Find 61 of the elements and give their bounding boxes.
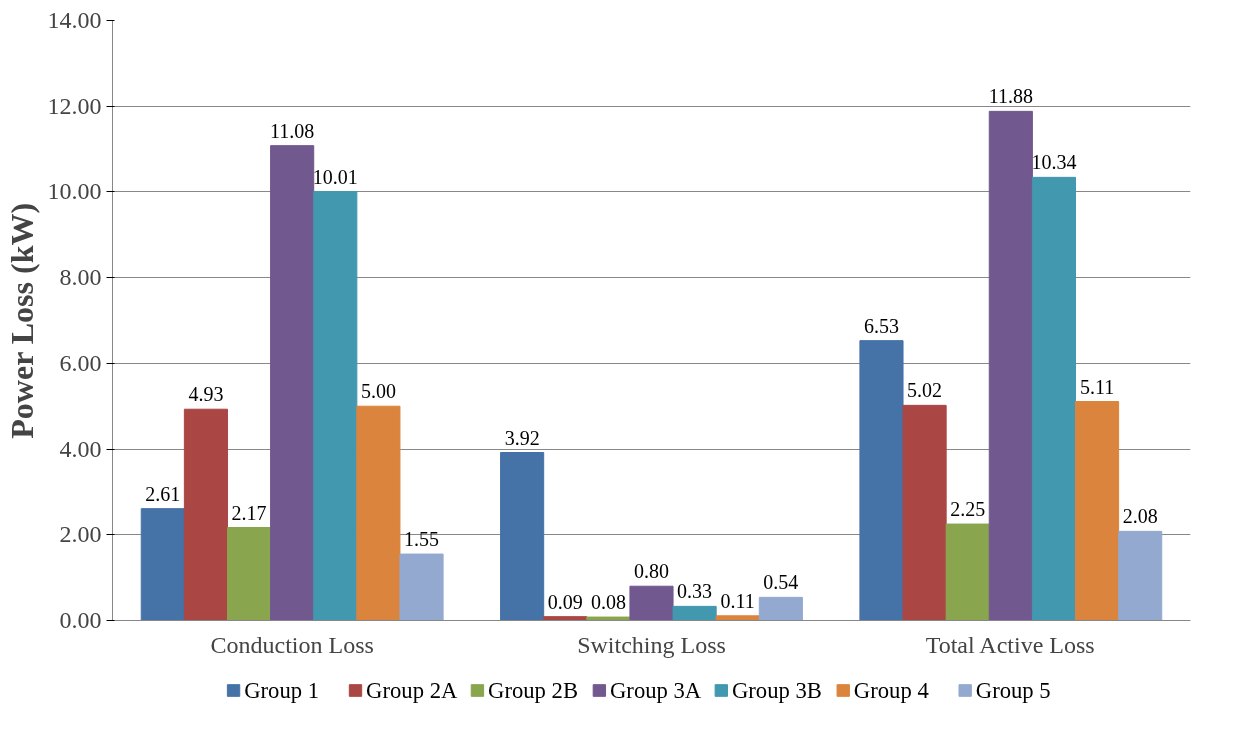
data-label: 3.92: [504, 426, 540, 449]
bar: [945, 523, 990, 621]
x-tick-label: Switching Loss: [577, 631, 726, 658]
y-tick-label: 2.00: [59, 521, 102, 548]
data-label: 2.08: [1122, 505, 1158, 528]
y-tick-label: 12.00: [47, 92, 102, 119]
bar: [500, 452, 545, 621]
bar: [313, 191, 358, 621]
bar: [1031, 176, 1077, 621]
data-label: 1.55: [404, 528, 440, 551]
x-tick-label: Conduction Loss: [210, 631, 374, 658]
bar: [629, 585, 674, 621]
bar: [183, 408, 228, 621]
legend-label: Group 2A: [366, 678, 458, 703]
x-tick-label: Total Active Loss: [925, 631, 1095, 658]
data-label: 10.34: [1031, 151, 1077, 174]
y-tick-label: 0.00: [59, 607, 102, 633]
y-tick-label: 4.00: [59, 435, 102, 462]
bar: [672, 605, 717, 621]
bar: [902, 404, 947, 621]
data-label: 2.61: [145, 482, 181, 505]
bar: [715, 615, 760, 621]
data-label: 5.02: [907, 379, 943, 402]
data-label: 0.08: [590, 591, 626, 614]
data-label: 0.54: [763, 571, 799, 594]
bar: [586, 616, 631, 621]
bar: [1075, 401, 1120, 621]
data-label: 0.80: [634, 560, 669, 583]
bar: [1118, 530, 1163, 621]
data-label: 10.01: [312, 165, 358, 188]
legend-label: Group 3B: [731, 678, 822, 703]
bar: [988, 110, 1033, 621]
bar: [758, 596, 803, 621]
bar: [543, 616, 588, 621]
legend-label: Group 4: [853, 678, 929, 703]
data-label: 5.11: [1079, 375, 1115, 398]
data-label: 5.00: [360, 380, 396, 403]
data-label: 11.88: [988, 85, 1033, 108]
data-label: 4.93: [188, 383, 224, 406]
legend-label: Group 1: [244, 678, 320, 703]
bar: [859, 340, 904, 621]
legend-label: Group 5: [975, 678, 1051, 703]
data-label: 0.33: [677, 580, 713, 603]
y-axis-title: Power Loss (kW): [3, 202, 40, 439]
y-tick-label: 10.00: [47, 178, 102, 205]
bar: [399, 553, 444, 621]
data-label: 2.17: [231, 501, 267, 524]
y-tick-label: 14.00: [47, 7, 102, 33]
y-tick-label: 6.00: [59, 349, 102, 376]
bar: [270, 145, 315, 621]
legend-label: Group 2B: [488, 678, 579, 703]
data-label: 11.08: [270, 119, 315, 142]
bar: [140, 508, 185, 621]
bar: [226, 527, 272, 621]
data-label: 0.09: [547, 590, 583, 613]
data-label: 2.25: [950, 498, 986, 521]
y-tick-label: 8.00: [59, 264, 102, 291]
data-label: 6.53: [863, 314, 899, 337]
bar: [356, 405, 401, 621]
data-label: 0.11: [720, 589, 755, 612]
legend-label: Group 3A: [609, 678, 702, 703]
